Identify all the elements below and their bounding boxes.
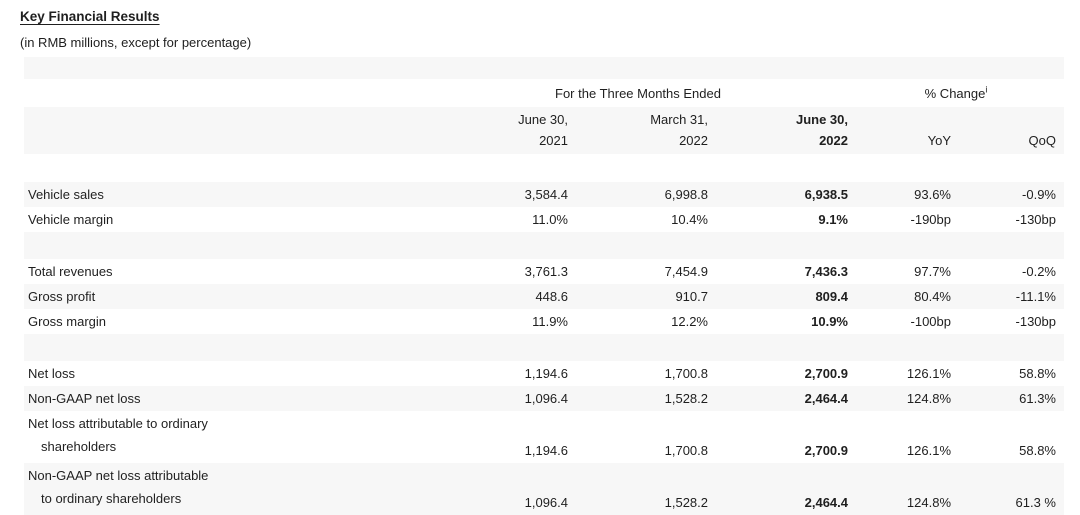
col-header-jun-2021: June 30, 2021 (428, 107, 568, 154)
table-row-vehicle-sales: Vehicle sales 3,584.4 6,998.8 6,938.5 93… (24, 182, 1064, 207)
value-cell: 6,938.5 (708, 182, 848, 207)
value-cell: 910.7 (568, 284, 708, 309)
empty-cell (24, 107, 428, 154)
period-group-header: For the Three Months Ended (555, 85, 721, 101)
spacer-row (24, 232, 1064, 259)
value-cell: 1,096.4 (428, 386, 568, 411)
table-row-net-loss: Net loss 1,194.6 1,700.8 2,700.9 126.1% … (24, 361, 1064, 386)
row-label: Non-GAAP net loss attributable to ordina… (24, 463, 428, 515)
page-title: Key Financial Results (20, 9, 160, 24)
value-cell: 61.3% (951, 386, 1064, 411)
col-header-yoy: YoY (848, 107, 951, 154)
value-cell: 124.8% (848, 463, 951, 515)
value-cell: 1,700.8 (664, 366, 708, 381)
key-financial-results-table: For the Three Months Ended % Changei Jun… (24, 57, 1064, 515)
value-cell: 93.6% (848, 182, 951, 207)
table-row-gross-margin: Gross margin 11.9% 12.2% 10.9% -100bp -1… (24, 309, 1064, 334)
value-cell: 10.4% (671, 212, 708, 227)
value-cell: 809.4 (708, 284, 848, 309)
page-subtitle: (in RMB millions, except for percentage) (20, 35, 252, 50)
value-cell: -0.9% (951, 182, 1064, 207)
value-cell: 1,528.2 (568, 463, 708, 515)
value-cell: -0.2% (1022, 264, 1056, 279)
spacer-row (24, 57, 1064, 79)
value-cell: 2,700.9 (804, 443, 848, 458)
col-header-qoq: QoQ (951, 107, 1064, 154)
group-header-row: For the Three Months Ended % Changei (24, 79, 1064, 107)
table-row-net-loss-attributable: Net loss attributable to ordinary shareh… (24, 411, 1064, 463)
table-row-non-gaap-net-loss-attributable: Non-GAAP net loss attributable to ordina… (24, 463, 1064, 515)
value-cell: -130bp (1015, 212, 1056, 227)
table-row-total-revenues: Total revenues 3,761.3 7,454.9 7,436.3 9… (24, 259, 1064, 284)
value-cell: 126.1% (906, 443, 951, 458)
value-cell: 61.3 % (951, 463, 1064, 515)
value-cell: 58.8% (1019, 443, 1056, 458)
change-group-label: % Change (924, 85, 986, 101)
value-cell: -190bp (910, 212, 951, 227)
row-label: Vehicle margin (28, 212, 114, 227)
row-label: Non-GAAP net loss (24, 386, 428, 411)
value-cell: 7,454.9 (664, 264, 708, 279)
table-row-vehicle-margin: Vehicle margin 11.0% 10.4% 9.1% -190bp -… (24, 207, 1064, 232)
value-cell: 1,528.2 (568, 386, 708, 411)
row-label: Net loss (28, 366, 75, 381)
value-cell: -11.1% (951, 284, 1064, 309)
value-cell: 11.9% (532, 314, 568, 329)
col-header-mar-2022: March 31, 2022 (568, 107, 708, 154)
value-cell: 2,464.4 (708, 463, 848, 515)
value-cell: 6,998.8 (568, 182, 708, 207)
col-header-jun-2022: June 30, 2022 (708, 107, 848, 154)
value-cell: 58.8% (1019, 366, 1056, 381)
value-cell: 97.7% (914, 264, 951, 279)
value-cell: 126.1% (906, 366, 951, 381)
spacer-row (24, 154, 1064, 182)
row-label: Total revenues (28, 264, 113, 279)
value-cell: 3,761.3 (524, 264, 568, 279)
table-row-non-gaap-net-loss: Non-GAAP net loss 1,096.4 1,528.2 2,464.… (24, 386, 1064, 411)
value-cell: 124.8% (848, 386, 951, 411)
value-cell: 1,096.4 (428, 463, 568, 515)
value-cell: 11.0% (532, 212, 568, 227)
row-label: Gross margin (28, 314, 107, 329)
value-cell: 10.9% (811, 314, 848, 329)
spacer-row (24, 334, 1064, 361)
row-label: Net loss attributable to ordinary shareh… (28, 416, 208, 454)
footnote-marker: i (985, 84, 988, 95)
value-cell: 9.1% (818, 212, 848, 227)
value-cell: 2,700.9 (804, 366, 848, 381)
column-header-row: June 30, 2021 March 31, 2022 June 30, 20… (24, 107, 1064, 154)
row-label: Gross profit (24, 284, 428, 309)
value-cell: 2,464.4 (708, 386, 848, 411)
value-cell: 1,194.6 (524, 443, 568, 458)
value-cell: 80.4% (848, 284, 951, 309)
value-cell: 1,194.6 (524, 366, 568, 381)
change-group-header: % Changei (848, 79, 1064, 107)
value-cell: 3,584.4 (428, 182, 568, 207)
value-cell: 448.6 (428, 284, 568, 309)
value-cell: 12.2% (671, 314, 708, 329)
value-cell: 1,700.8 (664, 443, 708, 458)
value-cell: -100bp (910, 314, 951, 329)
table-row-gross-profit: Gross profit 448.6 910.7 809.4 80.4% -11… (24, 284, 1064, 309)
value-cell: -130bp (1015, 314, 1056, 329)
row-label: Vehicle sales (24, 182, 428, 207)
value-cell: 7,436.3 (804, 264, 848, 279)
empty-cell (24, 79, 428, 107)
